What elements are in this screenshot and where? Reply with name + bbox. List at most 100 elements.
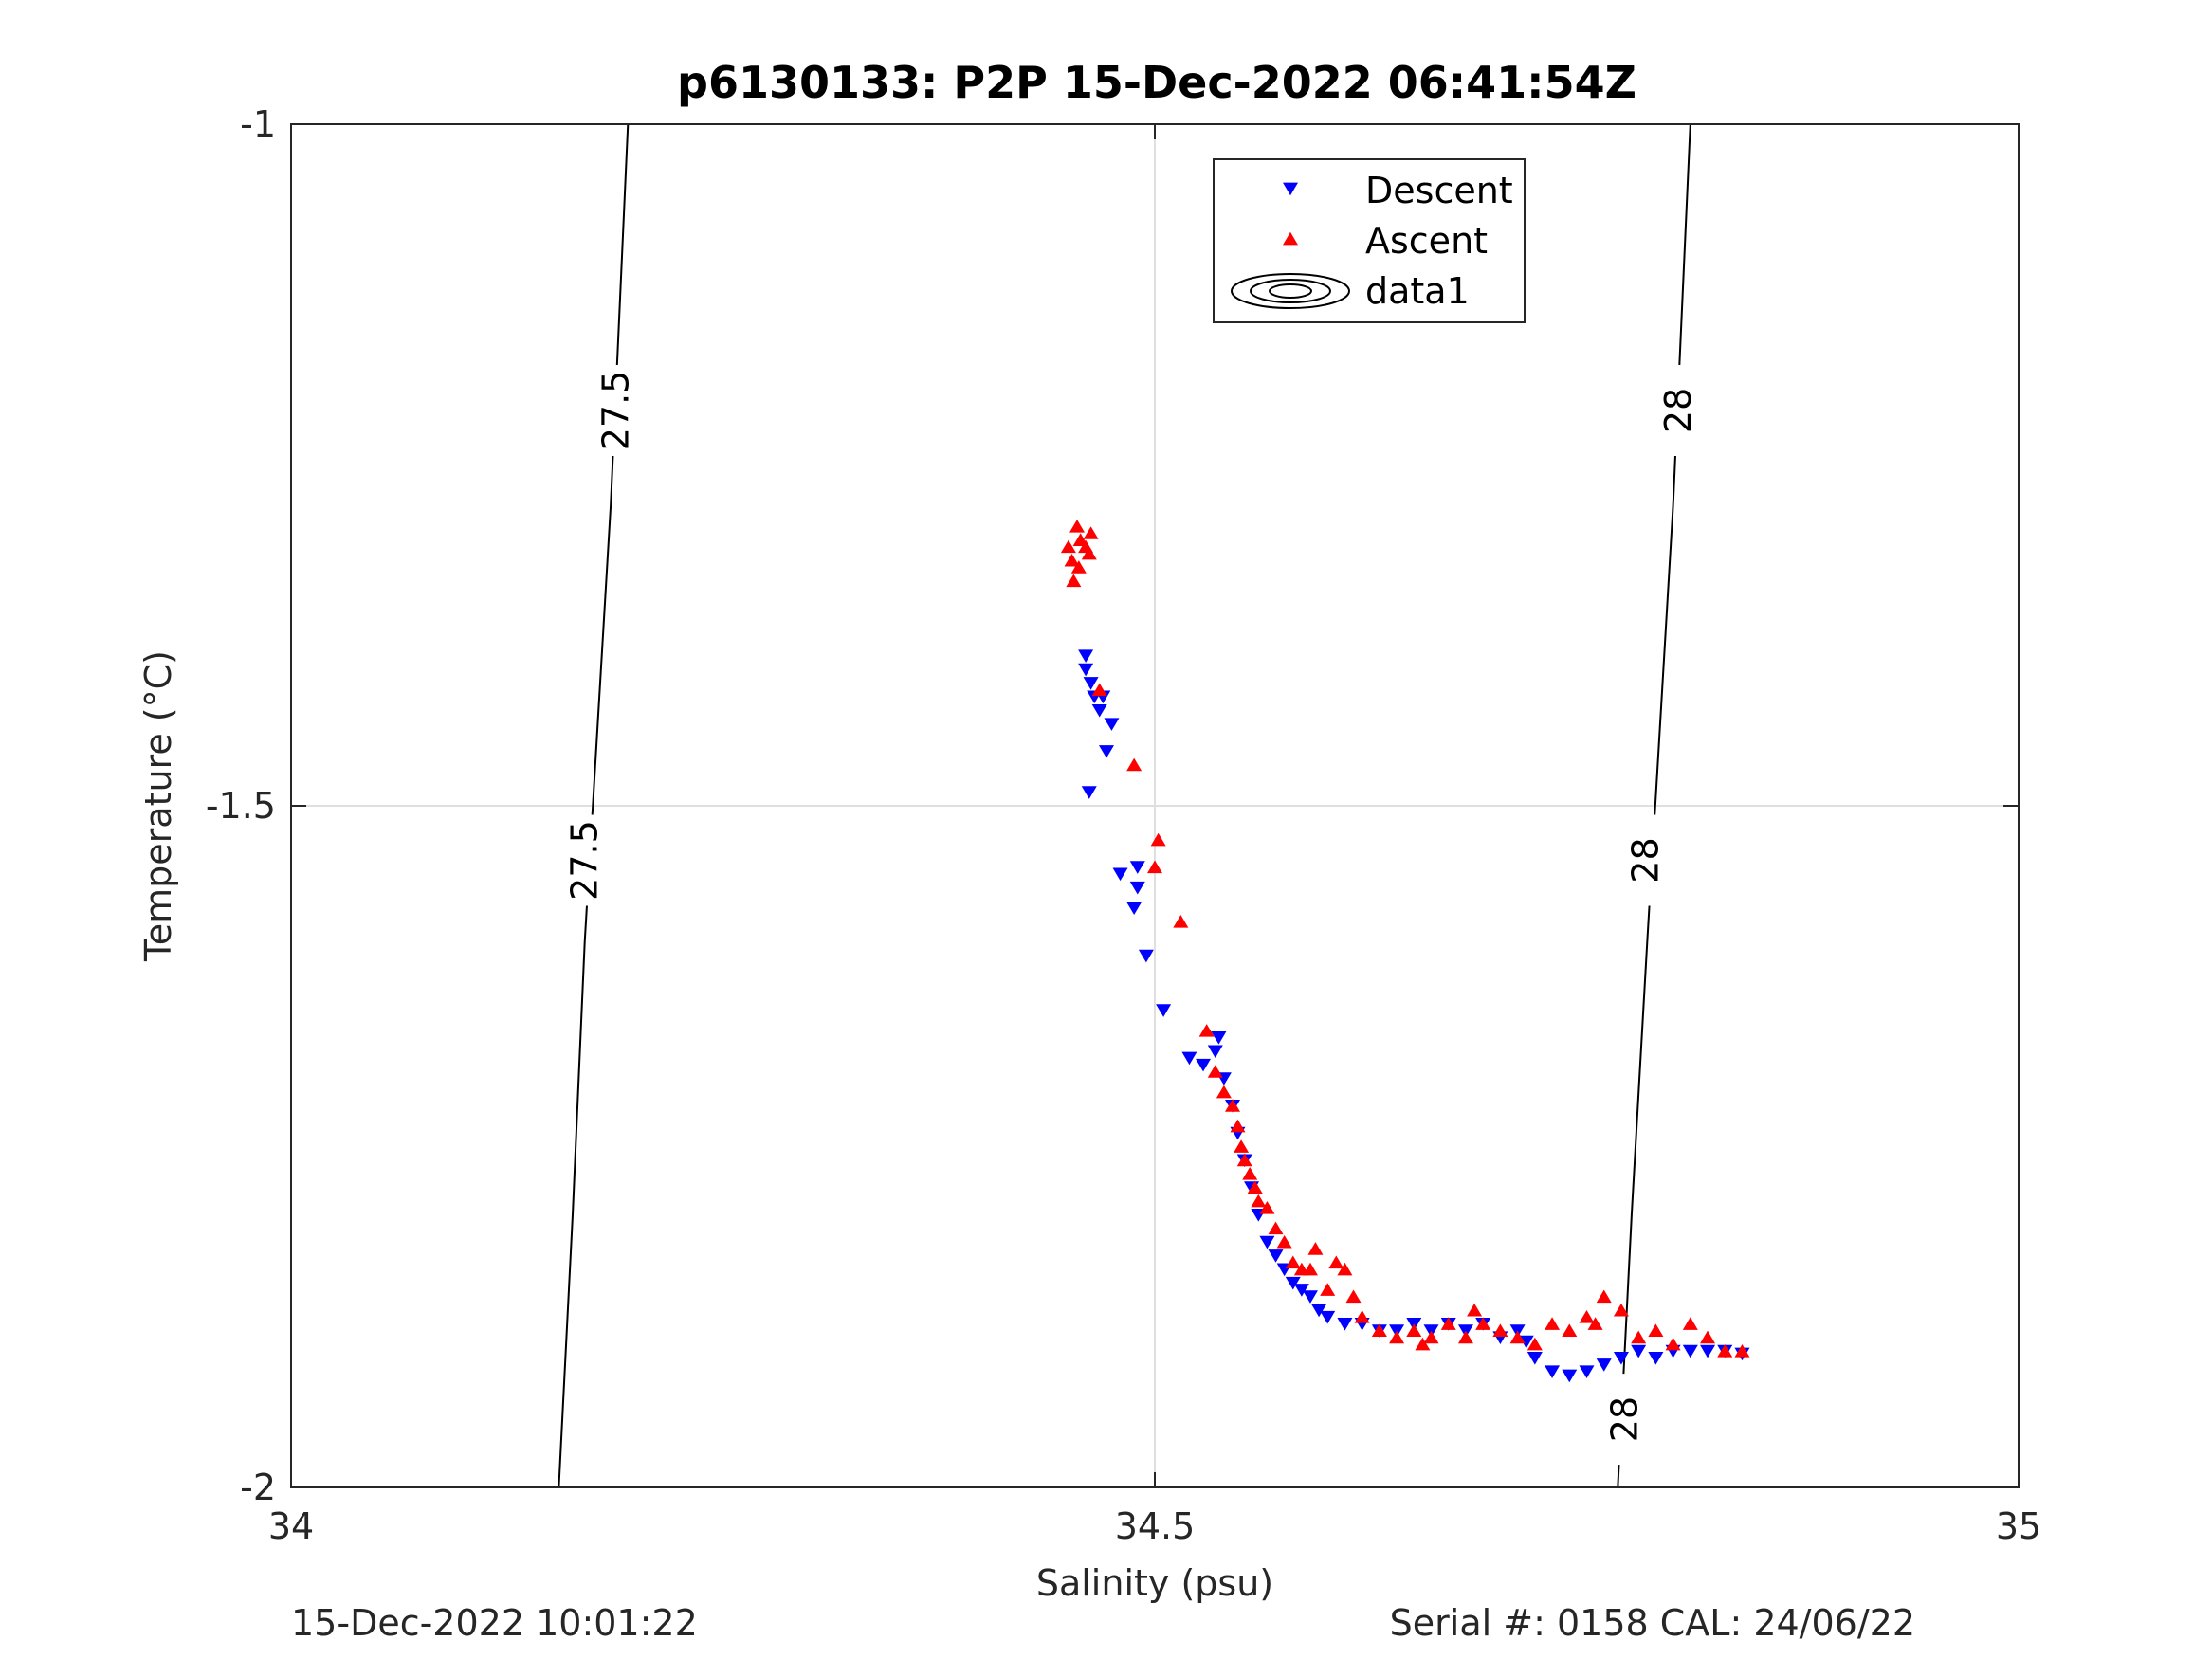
- contour-label: 28: [1624, 837, 1666, 883]
- ascent-point: [1467, 1303, 1483, 1317]
- ascent-point: [1587, 1317, 1603, 1330]
- ascent-point: [1406, 1323, 1422, 1338]
- contour-label-gap: [561, 814, 608, 906]
- ascent-point: [1251, 1194, 1267, 1208]
- descent-point: [1098, 745, 1114, 758]
- ascent-point: [1509, 1330, 1526, 1344]
- ascent-point: [1276, 1234, 1292, 1249]
- ascent-point: [1259, 1201, 1275, 1214]
- x-tick-label: 34: [268, 1505, 314, 1547]
- ascent-point: [1268, 1221, 1284, 1235]
- ascent-point: [1320, 1283, 1336, 1296]
- descent-point: [1104, 718, 1120, 731]
- ascent-point: [1631, 1330, 1647, 1344]
- ascent-point: [1307, 1242, 1324, 1255]
- descent-point: [1579, 1365, 1595, 1378]
- axis-ticks: 34 34.5 35 -2 -1.5 -1: [206, 103, 2041, 1547]
- ascent-point: [1526, 1337, 1543, 1351]
- descent-point: [1285, 1276, 1301, 1290]
- descent-point: [1526, 1351, 1543, 1365]
- ascent-point: [1354, 1310, 1370, 1323]
- descent-point: [1562, 1369, 1578, 1383]
- descent-point: [1631, 1344, 1647, 1358]
- ascent-point: [1247, 1180, 1263, 1194]
- ascent-point: [1345, 1289, 1362, 1304]
- ascent-point: [1150, 832, 1166, 847]
- ascent-point: [1700, 1330, 1716, 1344]
- descent-point: [1126, 902, 1143, 916]
- descent-point: [1320, 1310, 1336, 1324]
- ascent-point: [1126, 757, 1143, 772]
- ascent-point: [1423, 1330, 1439, 1344]
- descent-point: [1613, 1351, 1629, 1365]
- ascent-point: [1230, 1119, 1246, 1133]
- descent-point: [1083, 677, 1099, 690]
- ascent-point: [1147, 860, 1162, 874]
- contour-label: 28: [1657, 388, 1699, 433]
- descent-point: [1648, 1351, 1664, 1365]
- ascent-point: [1613, 1303, 1629, 1317]
- legend-contour-icon: [1250, 279, 1331, 303]
- descent-point: [1337, 1318, 1353, 1331]
- ascent-point: [1579, 1310, 1595, 1323]
- descent-point: [1078, 649, 1094, 664]
- ascent-point: [1072, 533, 1088, 546]
- descent-point: [1311, 1304, 1327, 1318]
- legend-label: data1: [1365, 270, 1470, 312]
- legend-contour-icon: [1269, 283, 1312, 299]
- descent-point: [1091, 703, 1107, 718]
- ascent-point: [1389, 1330, 1405, 1344]
- descent-point: [1196, 1058, 1212, 1072]
- ascent-point: [1734, 1344, 1750, 1358]
- descent-point: [1518, 1335, 1534, 1349]
- descent-point: [1081, 786, 1097, 799]
- footer-serial-calibration: Serial #: 0158 CAL: 24/06/22: [1389, 1602, 1915, 1644]
- contour-label-gap: [593, 364, 639, 456]
- descent-point: [1545, 1365, 1561, 1378]
- ascent-point: [1328, 1255, 1344, 1269]
- descent-point: [1129, 861, 1145, 874]
- descent-point: [1268, 1249, 1284, 1263]
- ascent-point: [1562, 1323, 1578, 1338]
- contour-label-gap: [1655, 364, 1702, 456]
- descent-point: [1112, 867, 1128, 882]
- legend-label: Descent: [1365, 170, 1513, 211]
- contour-label: 27.5: [595, 371, 637, 451]
- descent-point: [1211, 1031, 1227, 1045]
- descent-point: [1700, 1344, 1716, 1358]
- legend-contour-icon: [1231, 273, 1350, 309]
- descent-point: [1207, 1045, 1223, 1059]
- descent-point: [1293, 1284, 1309, 1297]
- ascent-point: [1060, 539, 1076, 554]
- ascent-point: [1081, 546, 1097, 560]
- contour-label: 28: [1604, 1396, 1646, 1442]
- ascent-point: [1545, 1317, 1561, 1330]
- ascent-point: [1173, 915, 1189, 928]
- ascent-point: [1415, 1337, 1431, 1351]
- ascent-point: [1682, 1317, 1698, 1330]
- ascent-point: [1648, 1323, 1664, 1338]
- descent-point: [1596, 1358, 1612, 1372]
- y-tick-label: -1: [240, 103, 276, 145]
- ascent-point: [1069, 520, 1086, 533]
- x-axis-label: Salinity (psu): [1036, 1562, 1273, 1604]
- ascent-point: [1457, 1330, 1473, 1344]
- legend-box: [1213, 158, 1526, 323]
- contour-label: 27.5: [564, 820, 606, 901]
- ascent-point: [1302, 1262, 1318, 1276]
- descent-point: [1682, 1344, 1698, 1358]
- ascent-point: [1337, 1262, 1353, 1276]
- legend: Descent Ascent data1: [1213, 158, 1526, 323]
- x-tick-label: 34.5: [1115, 1505, 1196, 1547]
- ascent-point: [1224, 1099, 1240, 1112]
- y-tick-label: -2: [240, 1467, 276, 1508]
- ascent-point: [1070, 560, 1087, 574]
- ascent-point: [1242, 1167, 1258, 1180]
- ascent-point: [1234, 1139, 1250, 1153]
- descent-point: [1181, 1051, 1197, 1066]
- ascent-series: [1060, 520, 1750, 1358]
- descent-point: [1078, 663, 1094, 677]
- y-tick-label: -1.5: [206, 785, 276, 827]
- x-tick-label: 35: [1996, 1505, 2041, 1547]
